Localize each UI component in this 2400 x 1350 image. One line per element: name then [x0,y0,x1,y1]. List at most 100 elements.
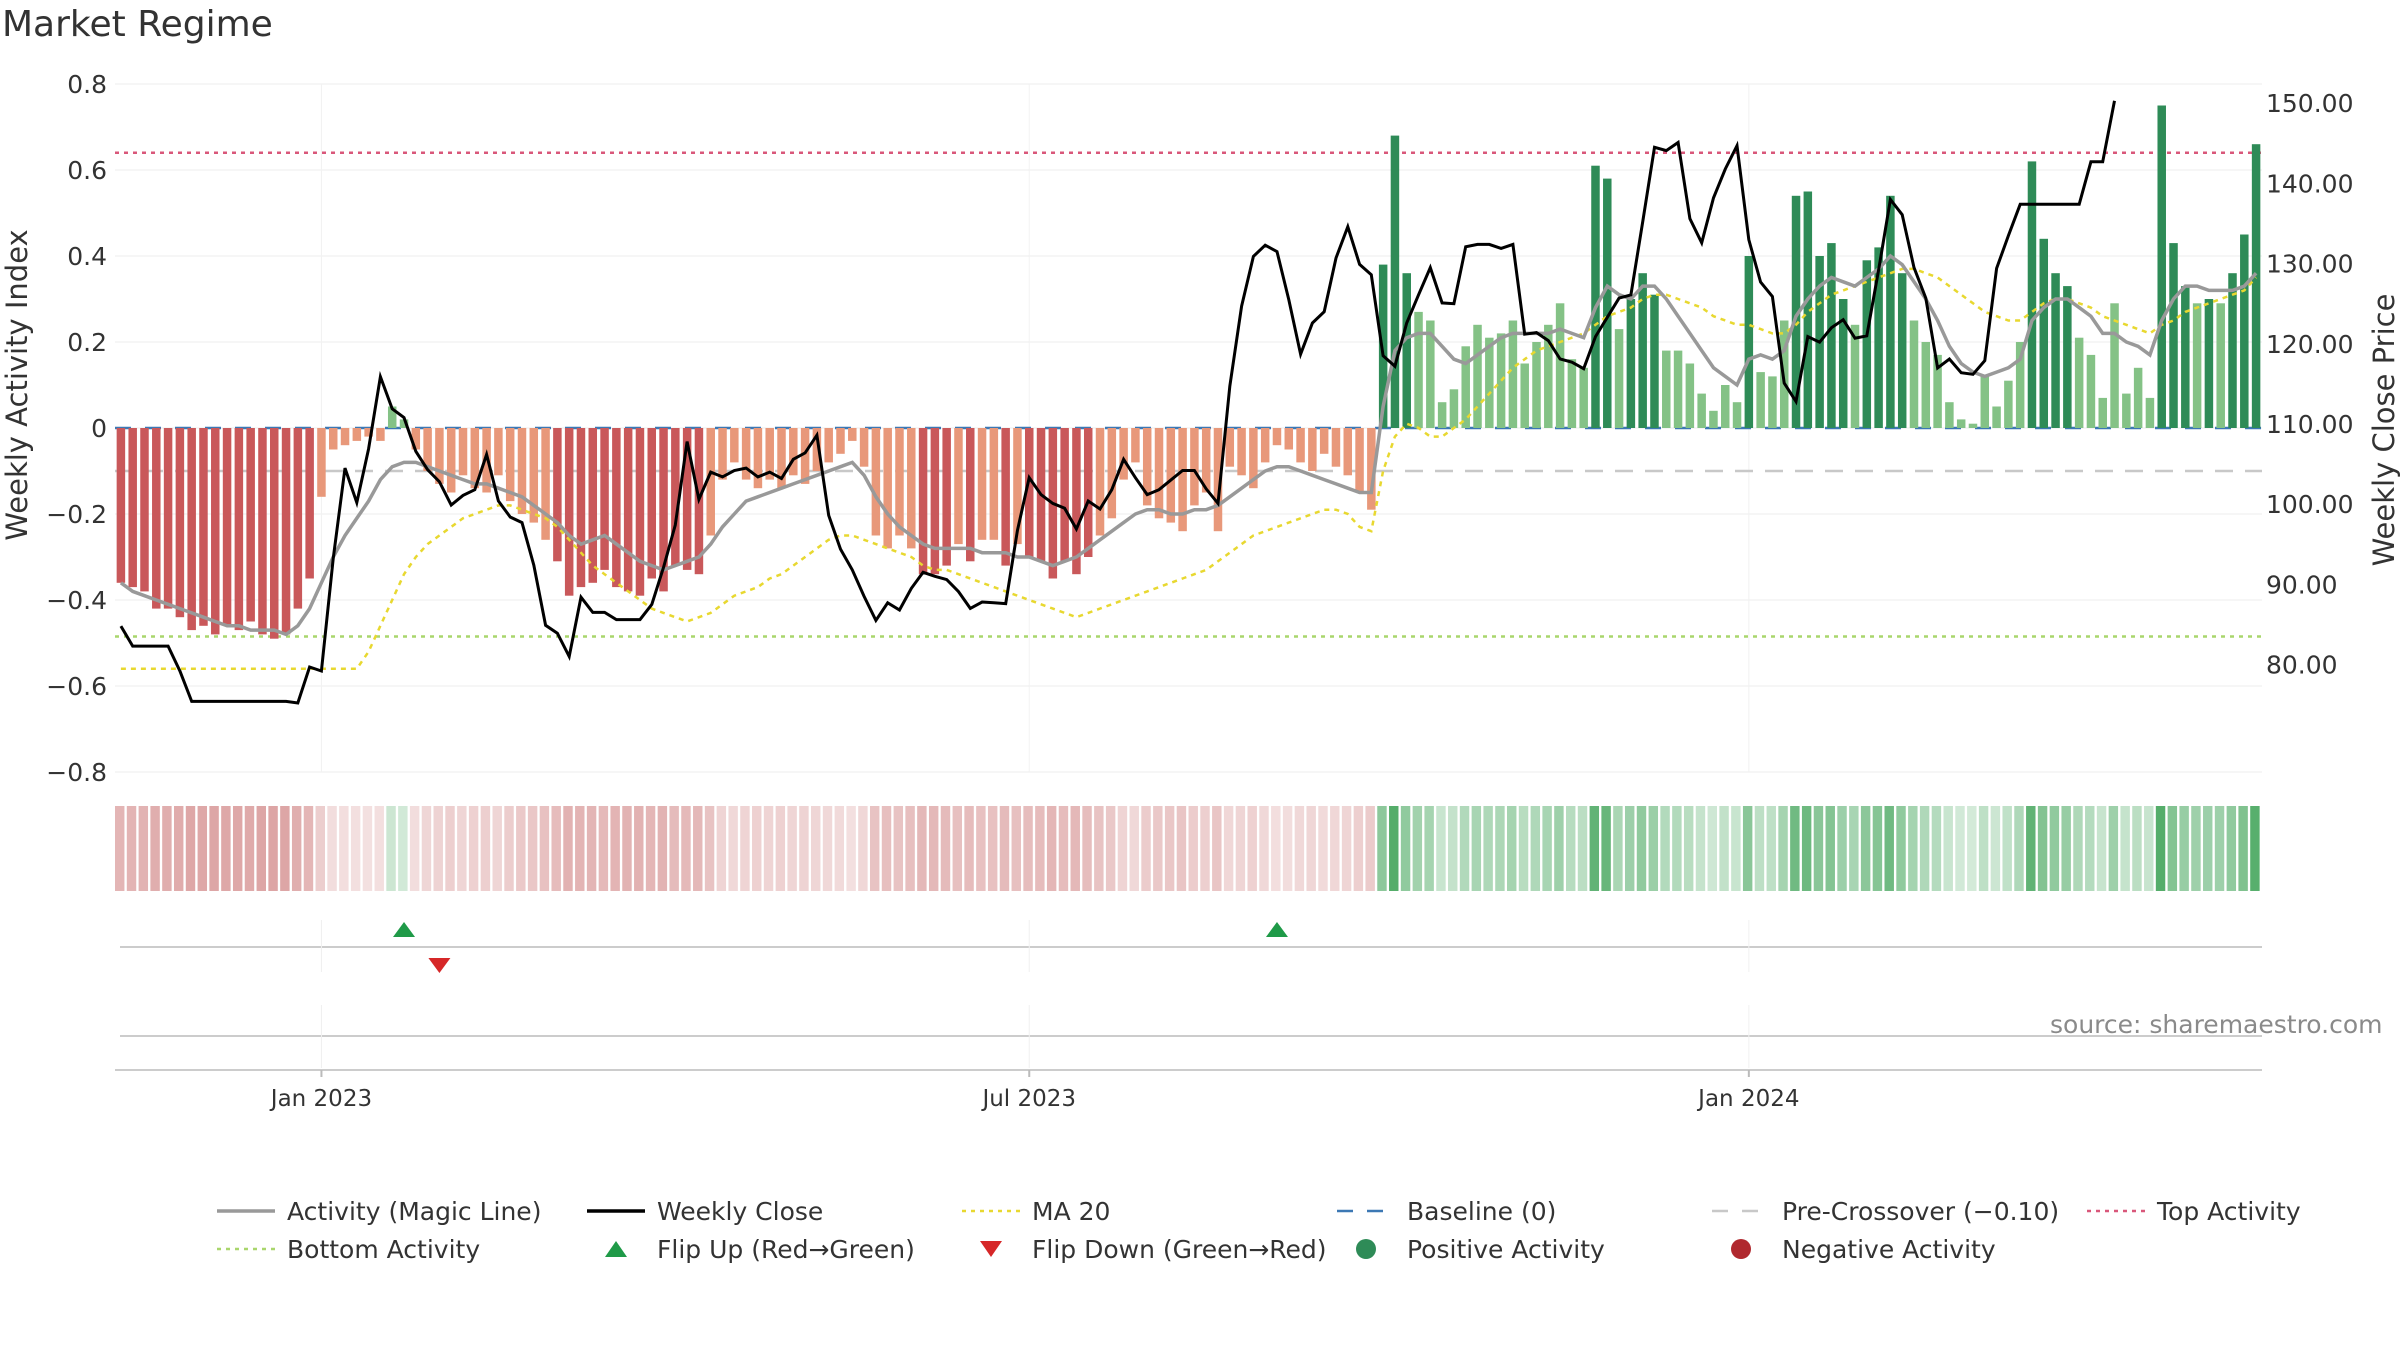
regime-cell-30 [468,806,479,891]
activity-bar-103 [1331,428,1341,467]
regime-cell-42 [610,806,620,891]
regime-cell-154 [1931,806,1942,891]
activity-bar-13 [270,428,279,639]
legend-symbol-circle-icon [1731,1239,1751,1259]
legend-symbol-triangle-down-icon [980,1241,1002,1257]
activity-bar-94 [1225,428,1235,467]
regime-cell-58 [799,806,809,891]
regime-cell-155 [1943,806,1953,891]
regime-cell-47 [669,806,679,891]
activity-bar-50 [706,428,715,536]
activity-bar-89 [1166,428,1176,523]
activity-bar-110 [1414,311,1423,428]
activity-bar-174 [2169,243,2178,428]
regime-cell-59 [811,806,821,891]
regime-cell-174 [2167,806,2178,891]
legend: Activity (Magic Line) Weekly Close MA 20 Ba… [215,1196,2315,1264]
activity-bar-129 [1638,273,1647,428]
regime-cell-20 [350,806,361,891]
activity-bar-46 [659,428,668,592]
regime-cell-170 [2120,806,2130,891]
regime-cell-6 [185,806,196,891]
regime-cell-181 [2250,806,2260,891]
activity-bar-17 [317,428,326,497]
activity-bar-7 [199,428,208,626]
activity-bar-169 [2110,303,2119,428]
regime-cell-32 [492,806,502,891]
activity-bar-52 [730,428,739,463]
activity-bar-34 [517,428,527,514]
regime-cell-179 [2226,806,2237,891]
activity-bar-2 [140,428,149,592]
regime-cell-145 [1825,806,1835,891]
y-axis: 0.8 0.6 0.4 0.2 0 −0.2 −0.4 −0.6 −0.8 [46,70,107,787]
legend-item-4: Pre-Crossover (−0.10) [1710,1196,2085,1226]
regime-cell-19 [339,806,349,891]
activity-bar-38 [564,428,574,596]
activity-bar-153 [1921,342,1931,428]
regime-cell-115 [1471,806,1482,891]
regime-cell-84 [1105,806,1116,891]
regime-cell-79 [1046,806,1057,891]
activity-bar-75 [1001,428,1010,566]
y2-tick-label-0: 150.00 [2266,89,2353,118]
activity-bar-177 [2204,299,2214,428]
regime-cell-125 [1589,806,1600,891]
regime-cell-150 [1884,806,1894,891]
regime-cell-139 [1754,806,1765,891]
activity-bar-87 [1142,428,1152,506]
regime-cell-98 [1271,806,1281,891]
activity-bar-149 [1874,247,1883,428]
regime-cell-83 [1094,806,1104,891]
regime-cell-112 [1436,806,1446,891]
legend-item-7: Flip Up (Red→Green) [585,1234,960,1264]
regime-cell-102 [1318,806,1328,891]
regime-cell-177 [2203,806,2213,891]
activity-bar-82 [1083,428,1093,557]
activity-bar-11 [246,428,255,622]
activity-bar-115 [1473,324,1482,428]
activity-bar-67 [907,428,916,549]
activity-bar-84 [1107,428,1117,519]
y-tick-label-3: 0.2 [67,328,107,357]
regime-cell-164 [2049,806,2060,891]
legend-triangle [980,1241,1002,1257]
regime-cell-68 [917,806,927,891]
regime-cell-116 [1483,806,1493,891]
activity-bar-112 [1437,402,1447,428]
activity-bar-171 [2133,367,2143,428]
ma20-line [120,267,2258,671]
flip-up-marker-1 [1265,922,1288,937]
x-tick-label-2: Jan 2024 [1696,1086,1799,1112]
regime-cell-163 [2037,806,2048,891]
activity-bar-135 [1709,410,1718,428]
regime-cell-50 [704,806,715,891]
activity-bar-77 [1024,428,1034,557]
activity-bar-133 [1685,363,1695,428]
regime-cell-43 [622,806,632,891]
regime-cell-15 [291,806,302,891]
regime-cell-158 [1978,806,1989,891]
y2-tick-label-6: 90.00 [2266,570,2338,599]
activity-bar-173 [2157,105,2166,428]
regime-cell-35 [527,806,538,891]
y2-tick-label-7: 80.00 [2266,651,2338,680]
regime-cell-172 [2144,806,2154,891]
activity-bar-16 [305,428,314,579]
activity-bar-97 [1260,428,1270,463]
regime-cell-18 [327,806,337,891]
activity-bar-91 [1190,428,1199,506]
activity-bar-63 [859,428,869,467]
activity-bar-109 [1402,273,1411,428]
legend-label: Activity (Magic Line) [287,1196,542,1226]
activity-bar-39 [576,428,586,588]
regime-cell-33 [504,806,514,891]
activity-bar-163 [2039,238,2049,428]
regime-cell-8 [209,806,219,891]
regime-cell-106 [1365,806,1375,891]
regime-cell-54 [752,806,762,891]
activity-bar-156 [1956,419,1966,428]
regime-cell-25 [409,806,420,891]
regime-cell-3 [150,806,160,891]
